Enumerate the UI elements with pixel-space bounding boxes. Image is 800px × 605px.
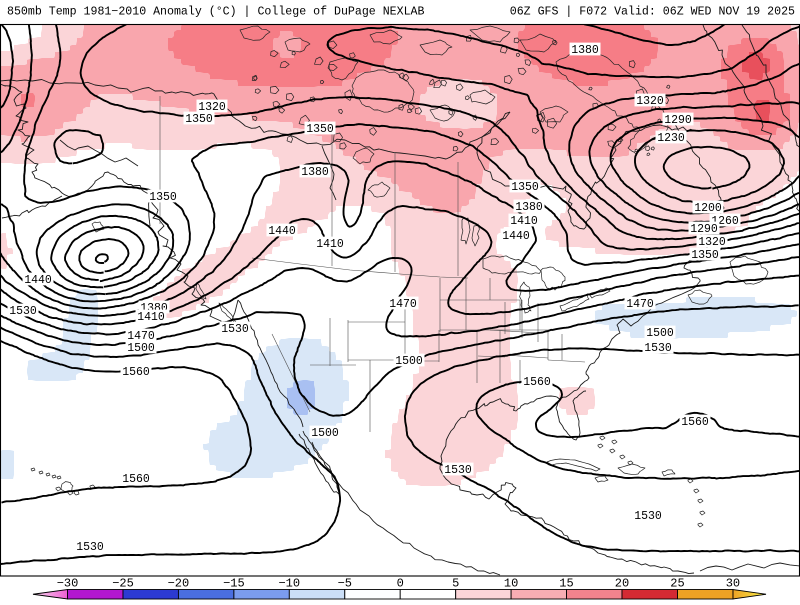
svg-text:1410: 1410 <box>510 215 538 228</box>
svg-text:20: 20 <box>615 577 629 591</box>
svg-text:1500: 1500 <box>395 355 423 368</box>
svg-text:1500: 1500 <box>646 327 674 340</box>
svg-text:1470: 1470 <box>389 298 417 311</box>
svg-text:5: 5 <box>452 577 459 591</box>
svg-text:1470: 1470 <box>626 298 654 311</box>
svg-text:−5: −5 <box>338 577 352 591</box>
svg-text:1440: 1440 <box>24 274 52 287</box>
svg-text:1380: 1380 <box>301 166 329 179</box>
svg-text:1470: 1470 <box>127 330 155 343</box>
svg-text:10: 10 <box>504 577 518 591</box>
svg-text:1530: 1530 <box>9 305 37 318</box>
svg-text:1500: 1500 <box>127 342 155 355</box>
svg-text:850mb Temp 1981−2010 Anomaly (: 850mb Temp 1981−2010 Anomaly (°C) | Coll… <box>7 6 424 19</box>
svg-text:1410: 1410 <box>316 238 344 251</box>
svg-text:1290: 1290 <box>690 223 718 236</box>
svg-text:1530: 1530 <box>76 541 104 554</box>
svg-text:1410: 1410 <box>137 311 165 324</box>
svg-text:15: 15 <box>559 577 573 591</box>
svg-text:1350: 1350 <box>511 181 539 194</box>
svg-text:−25: −25 <box>112 577 134 591</box>
svg-text:1530: 1530 <box>444 464 472 477</box>
svg-text:1290: 1290 <box>664 114 692 127</box>
svg-text:1200: 1200 <box>694 202 722 215</box>
svg-text:−15: −15 <box>223 577 245 591</box>
svg-text:−20: −20 <box>168 577 190 591</box>
svg-text:1230: 1230 <box>657 132 685 145</box>
svg-text:1560: 1560 <box>122 473 150 486</box>
svg-text:1350: 1350 <box>306 123 334 136</box>
svg-text:1380: 1380 <box>515 201 543 214</box>
svg-text:1350: 1350 <box>185 113 213 126</box>
svg-text:0: 0 <box>397 577 404 591</box>
svg-text:1350: 1350 <box>149 191 177 204</box>
svg-text:1320: 1320 <box>198 101 226 114</box>
svg-text:1440: 1440 <box>502 230 530 243</box>
svg-text:1560: 1560 <box>122 366 150 379</box>
svg-text:1320: 1320 <box>698 236 726 249</box>
svg-text:25: 25 <box>670 577 684 591</box>
svg-text:1530: 1530 <box>644 342 672 355</box>
svg-text:−30: −30 <box>57 577 79 591</box>
svg-text:−10: −10 <box>278 577 300 591</box>
svg-text:1380: 1380 <box>571 44 599 57</box>
svg-text:30: 30 <box>726 577 740 591</box>
svg-text:1320: 1320 <box>636 95 664 108</box>
svg-text:1350: 1350 <box>691 249 719 262</box>
svg-text:06Z GFS | F072 Valid: 06Z WED: 06Z GFS | F072 Valid: 06Z WED NOV 19 202… <box>510 6 795 19</box>
svg-text:1440: 1440 <box>268 225 296 238</box>
svg-text:1560: 1560 <box>681 416 709 429</box>
svg-text:1530: 1530 <box>221 323 249 336</box>
svg-text:1500: 1500 <box>311 427 339 440</box>
svg-text:1530: 1530 <box>634 510 662 523</box>
svg-text:1560: 1560 <box>523 376 551 389</box>
